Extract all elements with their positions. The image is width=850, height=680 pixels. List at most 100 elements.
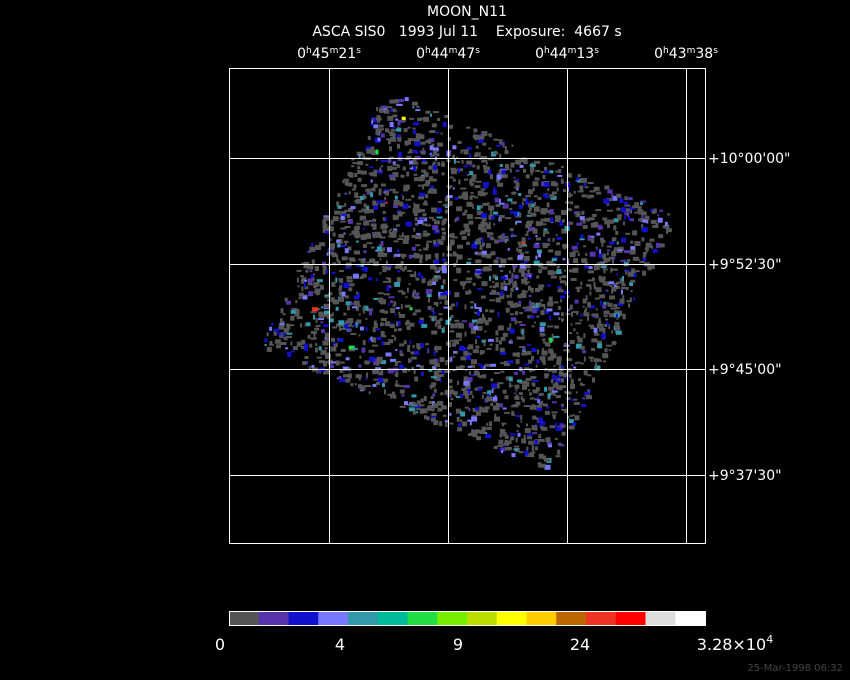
pixel [428, 138, 431, 144]
pixel [416, 232, 421, 235]
pixel [407, 344, 411, 348]
pixel [407, 138, 414, 142]
pixel [432, 111, 439, 114]
pixel [566, 221, 570, 227]
pixel [388, 277, 392, 283]
pixel [511, 317, 516, 322]
pixel [512, 404, 519, 408]
pixel [411, 101, 418, 106]
pixel [421, 151, 426, 155]
pixel [322, 343, 329, 346]
pixel [365, 163, 369, 166]
pixel [460, 187, 467, 190]
pixel [424, 172, 428, 177]
pixel [573, 402, 580, 405]
pixel [385, 321, 391, 327]
pixel [313, 273, 315, 276]
ra-part: 47 [457, 46, 475, 62]
pixel [460, 356, 467, 361]
pixel [441, 258, 446, 262]
pixel [603, 258, 608, 263]
pixel [387, 393, 393, 396]
pixel [414, 309, 421, 313]
pixel [507, 258, 513, 261]
pixel [635, 270, 640, 273]
pixel [397, 119, 403, 123]
pixel [399, 343, 405, 347]
pixel [467, 173, 470, 176]
pixel [487, 232, 491, 238]
pixel [340, 227, 347, 230]
ra-part: 21 [338, 46, 356, 62]
pixel [435, 320, 440, 325]
pixel [477, 386, 483, 389]
pixel [552, 238, 555, 242]
pixel [517, 254, 523, 260]
pixel [641, 224, 644, 230]
pixel [337, 245, 344, 247]
pixel [632, 273, 637, 278]
pixel [529, 163, 536, 167]
pixel [379, 167, 382, 173]
pixel [310, 311, 317, 314]
pixel [551, 390, 558, 393]
pixel [355, 322, 358, 328]
pixel [557, 442, 562, 445]
pixel [495, 179, 500, 183]
pixel [310, 274, 314, 280]
pixel [469, 182, 475, 185]
pixel [601, 226, 604, 230]
pixel [607, 224, 610, 228]
pixel [518, 204, 523, 209]
pixel [526, 214, 532, 217]
pixel [408, 407, 415, 412]
pixel [351, 158, 355, 161]
pixel [589, 190, 596, 193]
pixel [593, 281, 596, 287]
ra-part: m [449, 46, 458, 56]
pixel [472, 349, 479, 354]
ra-part: s [356, 46, 361, 56]
pixel [437, 374, 444, 377]
pixel [372, 234, 376, 239]
pixel [364, 385, 371, 387]
pixel [538, 284, 545, 288]
pixel [544, 266, 548, 269]
pixel [510, 436, 515, 441]
pixel [440, 295, 447, 300]
pixel [581, 194, 588, 198]
pixel [418, 404, 425, 407]
pixel [416, 155, 421, 160]
pixel [497, 182, 504, 187]
pixel [595, 308, 598, 311]
pixel [413, 369, 416, 374]
pixel [617, 249, 623, 252]
pixel [468, 390, 473, 395]
pixel [521, 240, 526, 245]
pixel [562, 243, 569, 248]
pixel [345, 301, 352, 306]
ra-part: s [594, 46, 599, 56]
pixel [540, 218, 545, 222]
pixel [609, 295, 616, 300]
pixel [513, 274, 519, 279]
pixel [359, 385, 366, 391]
pixel [301, 286, 304, 292]
pixel [277, 332, 282, 336]
pixel [405, 221, 412, 227]
pixel [481, 254, 488, 258]
pixel [501, 174, 508, 179]
pixel [304, 323, 307, 327]
pixel [553, 312, 560, 316]
pixel [587, 374, 592, 377]
pixel [394, 313, 397, 316]
pixel [458, 195, 464, 199]
pixel [390, 136, 397, 142]
pixel [375, 158, 378, 162]
pixel [433, 220, 440, 225]
pixel [340, 349, 346, 352]
pixel [457, 322, 463, 325]
pixel [535, 288, 540, 292]
pixel [303, 282, 306, 288]
pixel [538, 269, 543, 274]
